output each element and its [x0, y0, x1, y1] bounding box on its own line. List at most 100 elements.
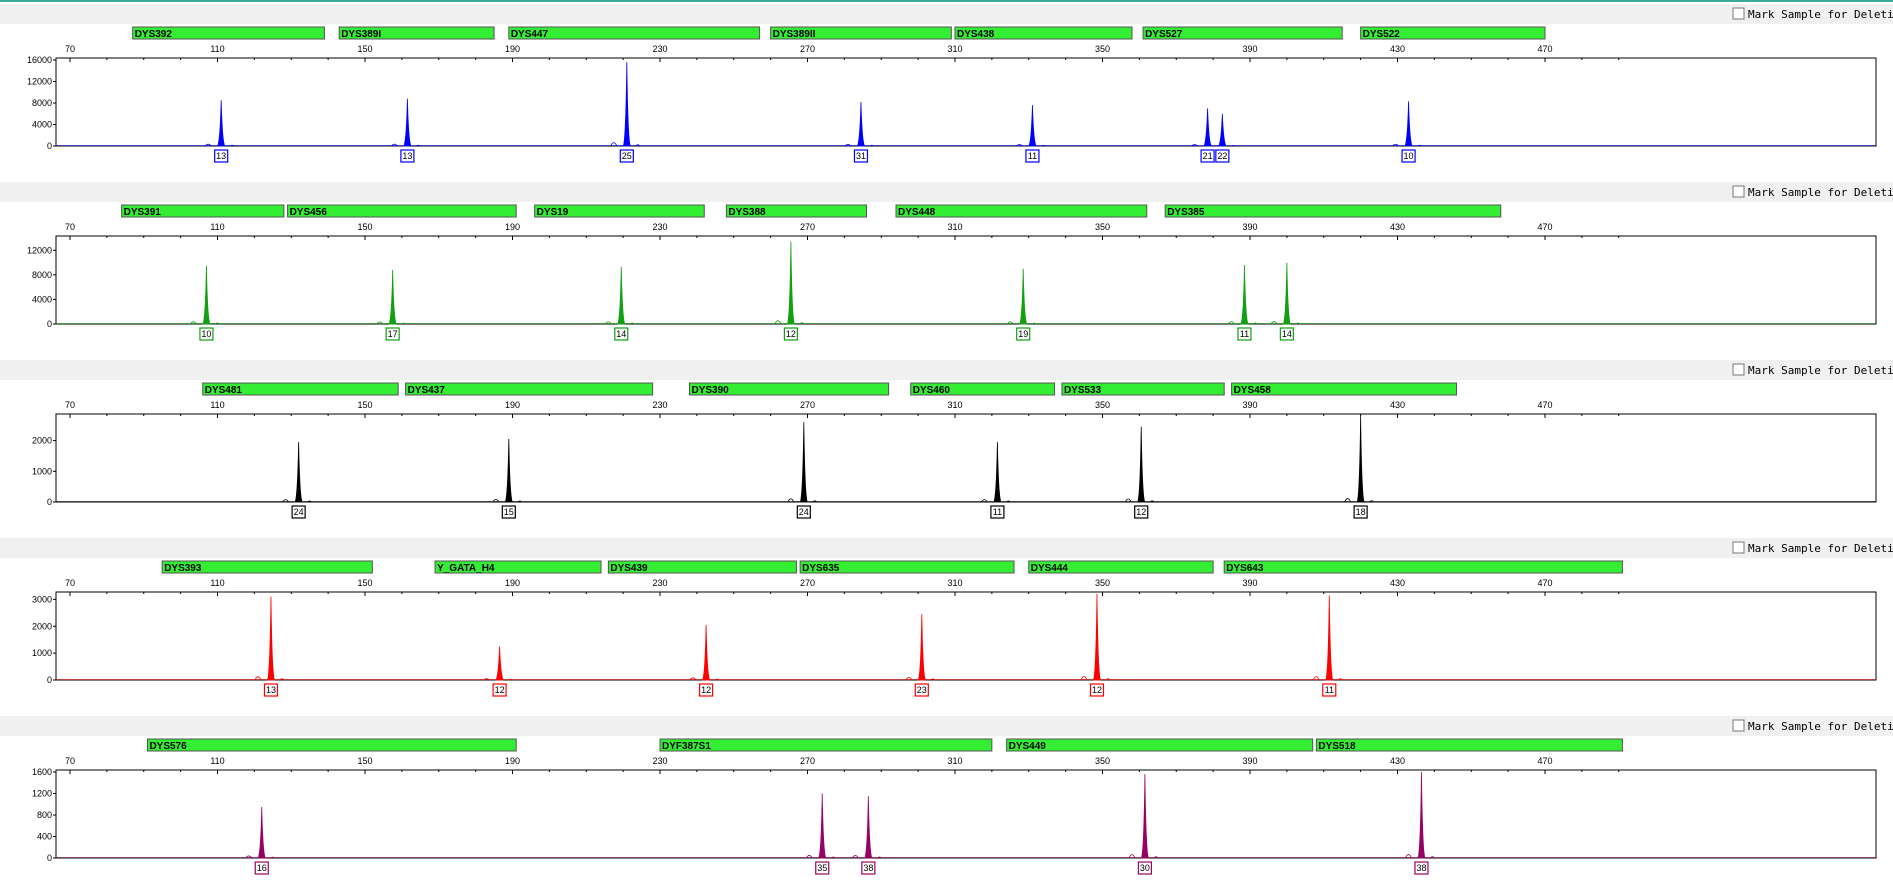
- marker-bin-dys393[interactable]: DYS393: [161, 560, 373, 574]
- allele-box: [291, 505, 306, 519]
- peak[interactable]: 30: [1128, 774, 1159, 875]
- marker-bin-y-gata-h4[interactable]: Y_GATA_H4: [434, 560, 602, 574]
- x-tick-label: 470: [1537, 756, 1552, 766]
- marker-bin-dys456[interactable]: DYS456: [287, 204, 517, 218]
- peak[interactable]: 10: [1392, 101, 1422, 163]
- marker-bin-dys19[interactable]: DYS19: [534, 204, 705, 218]
- peak[interactable]: 24: [282, 442, 312, 519]
- allele-label: 22: [1217, 151, 1227, 161]
- stutter-peak: [1206, 144, 1213, 147]
- mark-deletion-checkbox[interactable]: [1732, 185, 1745, 198]
- marker-bin-dys438[interactable]: DYS438: [954, 26, 1133, 40]
- peak[interactable]: 21: [1191, 108, 1221, 163]
- peak[interactable]: 11: [1228, 265, 1258, 341]
- x-tick-label: 70: [65, 222, 75, 232]
- peak[interactable]: 13: [254, 596, 285, 697]
- mark-deletion-label: Mark Sample for Deletion: [1748, 186, 1893, 199]
- peak[interactable]: 12: [1124, 426, 1155, 519]
- mark-deletion-checkbox[interactable]: [1732, 7, 1745, 20]
- marker-bin-dys527[interactable]: DYS527: [1142, 26, 1343, 40]
- marker-bin-dys481[interactable]: DYS481: [202, 382, 399, 396]
- peak[interactable]: 13: [204, 100, 235, 163]
- peak[interactable]: 14: [604, 266, 635, 341]
- marker-bin-dys518[interactable]: DYS518: [1315, 738, 1623, 752]
- x-tick-label: 230: [652, 756, 667, 766]
- allele-label: 30: [1140, 863, 1150, 873]
- marker-bin-dys522[interactable]: DYS522: [1360, 26, 1546, 40]
- allele-box: [492, 683, 507, 697]
- peak[interactable]: 38: [852, 796, 882, 875]
- marker-bin-dys389ii[interactable]: DYS389II: [770, 26, 952, 40]
- stutter-peak: [391, 143, 398, 147]
- marker-bin-dys439[interactable]: DYS439: [607, 560, 797, 574]
- marker-name: DYS392: [135, 29, 173, 40]
- peak[interactable]: 38: [1405, 771, 1435, 875]
- panel-2-chart: Mark Sample for Deletion DYS391 DYS456 DYS1…: [0, 182, 1893, 341]
- peak-shape: [1325, 595, 1334, 681]
- peak[interactable]: 23: [905, 614, 936, 697]
- marker-bin-dys643[interactable]: DYS643: [1223, 560, 1623, 574]
- peak[interactable]: 12: [689, 624, 720, 697]
- marker-name: DYS389II: [773, 29, 816, 40]
- peak[interactable]: 15: [492, 439, 523, 519]
- peak[interactable]: 18: [1344, 415, 1374, 519]
- y-tick-label: 1200: [32, 789, 52, 799]
- peak[interactable]: 14: [1270, 262, 1301, 341]
- peak[interactable]: 10: [190, 265, 220, 341]
- peak[interactable]: 11: [1312, 595, 1343, 697]
- marker-bin-dyf387s1[interactable]: DYF387S1: [659, 738, 993, 752]
- allele-box: [1089, 683, 1105, 697]
- peak[interactable]: 12: [1080, 593, 1111, 697]
- marker-bin-dys458[interactable]: DYS458: [1231, 382, 1457, 396]
- peak[interactable]: 22: [1206, 113, 1236, 163]
- stutter-peak: [1105, 678, 1111, 681]
- marker-bin-dys576[interactable]: DYS576: [146, 738, 517, 752]
- x-tick-label: 270: [800, 400, 815, 410]
- mark-deletion-label: Mark Sample for Deletion: [1748, 542, 1893, 555]
- marker-bin-dys635[interactable]: DYS635: [799, 560, 1015, 574]
- peak[interactable]: 25: [610, 62, 641, 163]
- marker-bin-dys385[interactable]: DYS385: [1164, 204, 1502, 218]
- peak[interactable]: 13: [391, 98, 421, 163]
- peak[interactable]: 16: [245, 806, 276, 875]
- marker-bin-dys391[interactable]: DYS391: [121, 204, 285, 218]
- peak[interactable]: 19: [1006, 268, 1037, 341]
- peak[interactable]: 12: [774, 241, 805, 341]
- x-tick-label: 310: [947, 44, 962, 54]
- stutter-peak: [844, 143, 852, 147]
- peak[interactable]: 12: [483, 646, 513, 697]
- peak[interactable]: 24: [787, 422, 818, 519]
- allele-label: 14: [1282, 329, 1292, 339]
- peak-shape: [917, 614, 926, 681]
- marker-bin-dys392[interactable]: DYS392: [132, 26, 325, 40]
- y-tick-label: 2000: [32, 436, 52, 446]
- x-tick-label: 190: [505, 578, 520, 588]
- marker-bin-dys448[interactable]: DYS448: [895, 204, 1148, 218]
- peak[interactable]: 17: [376, 269, 406, 341]
- x-tick-label: 470: [1537, 44, 1552, 54]
- marker-bin-dys389i[interactable]: DYS389I: [338, 26, 495, 40]
- marker-bin-dys390[interactable]: DYS390: [689, 382, 890, 396]
- mark-deletion-checkbox[interactable]: [1732, 541, 1745, 554]
- allele-box: [1237, 327, 1252, 341]
- peak[interactable]: 11: [1016, 105, 1046, 163]
- peak[interactable]: 31: [844, 101, 875, 163]
- marker-bin-dys449[interactable]: DYS449: [1006, 738, 1314, 752]
- marker-bin-dys447[interactable]: DYS447: [508, 26, 761, 40]
- peak-shape: [1218, 113, 1227, 147]
- marker-bin-dys533[interactable]: DYS533: [1061, 382, 1225, 396]
- peak[interactable]: 35: [805, 793, 836, 875]
- marker-bin-dys460[interactable]: DYS460: [910, 382, 1056, 396]
- marker-name: DYS437: [408, 385, 446, 396]
- plot-frame: [55, 57, 1877, 147]
- mark-deletion-checkbox[interactable]: [1732, 719, 1745, 732]
- allele-box: [1200, 149, 1215, 163]
- marker-bin-dys444[interactable]: DYS444: [1028, 560, 1214, 574]
- panel-header: [0, 4, 1893, 24]
- mark-deletion-checkbox[interactable]: [1732, 363, 1745, 376]
- marker-bin-dys437[interactable]: DYS437: [405, 382, 654, 396]
- panel-green-dye: Mark Sample for Deletion DYS391 DYS456 DYS1…: [0, 178, 1893, 341]
- peak[interactable]: 11: [981, 442, 1011, 519]
- x-tick-label: 470: [1537, 578, 1552, 588]
- marker-bin-dys388[interactable]: DYS388: [725, 204, 867, 218]
